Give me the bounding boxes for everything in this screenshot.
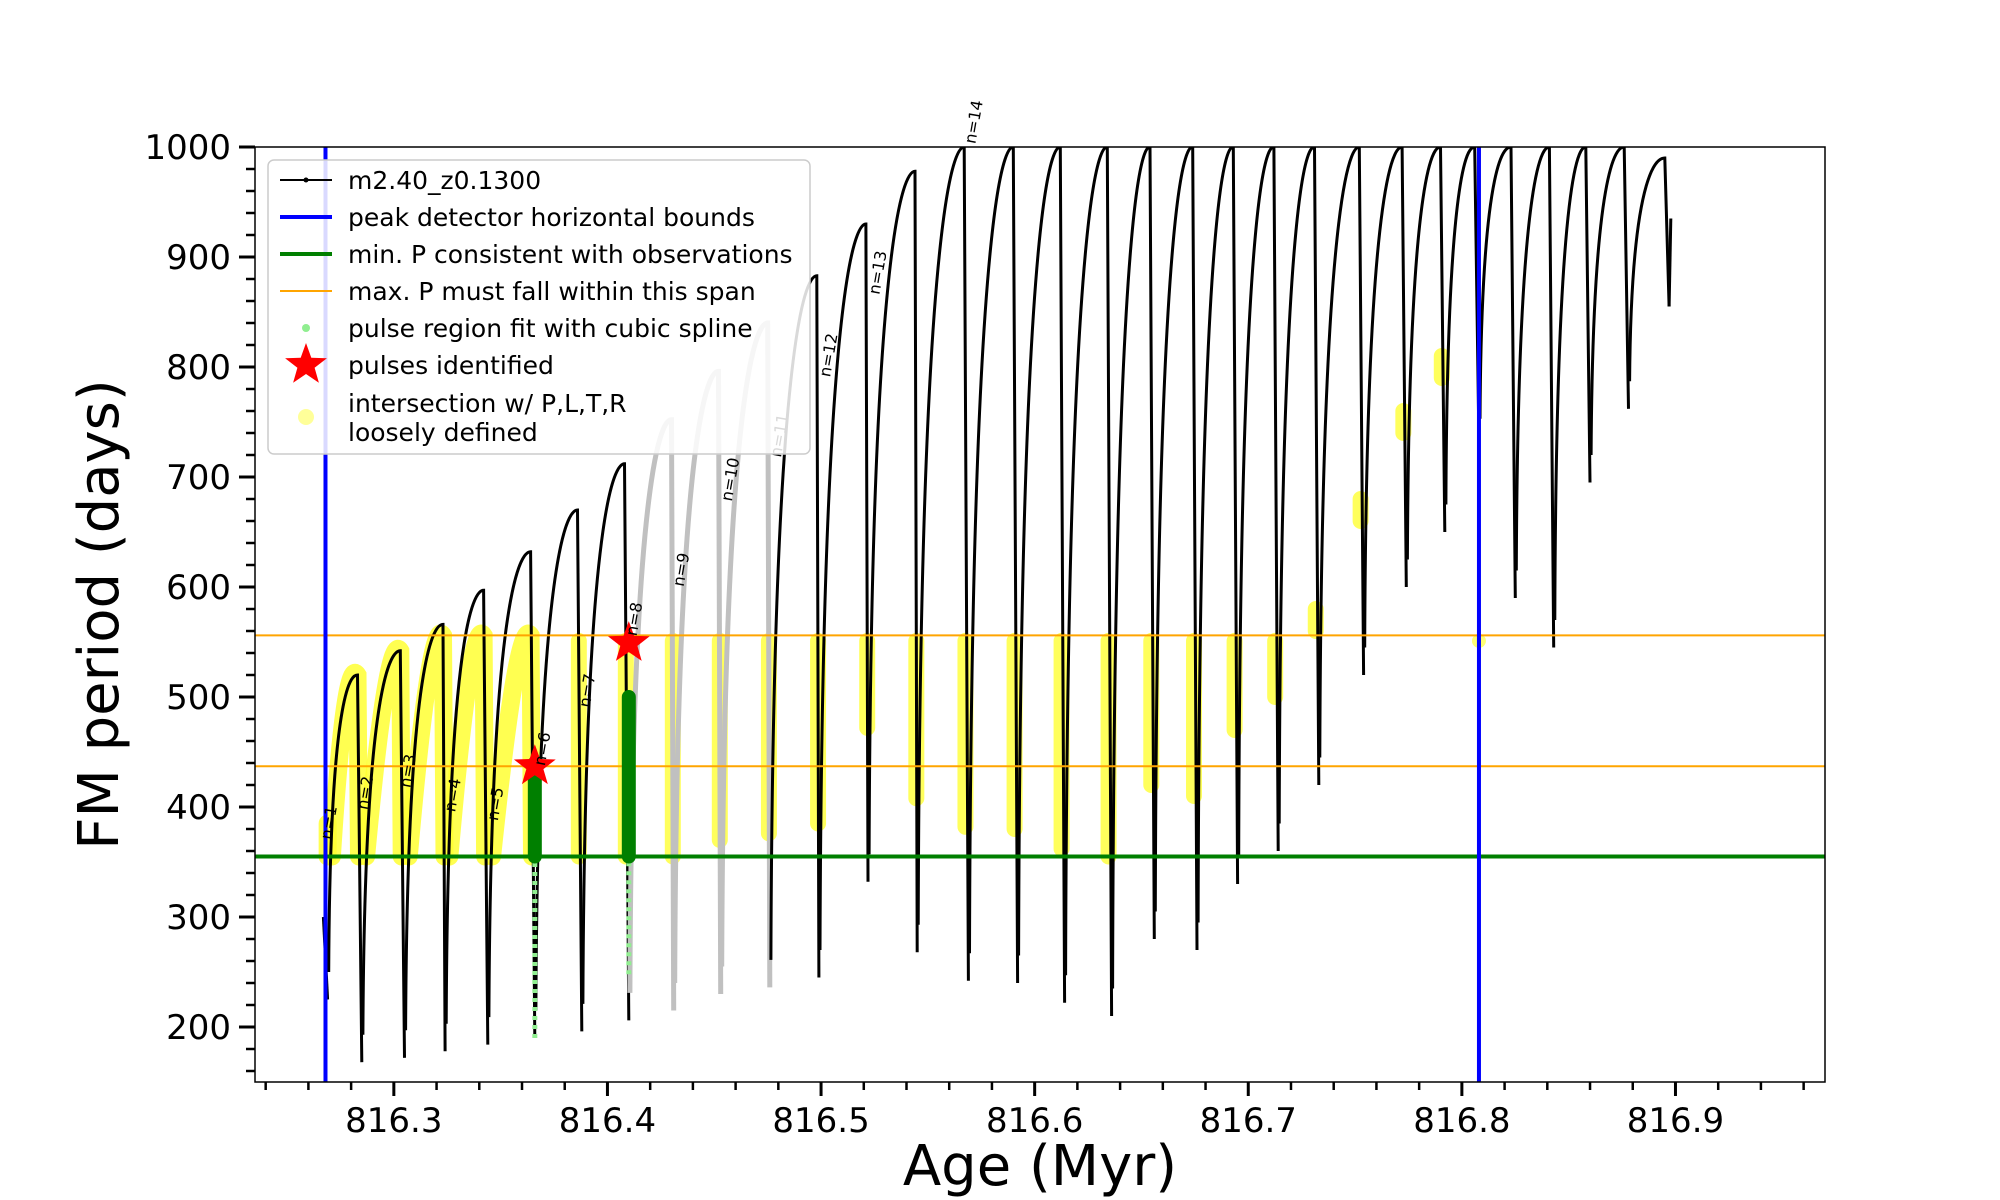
period-track-segment <box>327 673 364 1063</box>
legend-label: min. P consistent with observations <box>348 240 793 269</box>
x-axis-label: Age (Myr) <box>903 1134 1177 1199</box>
spline-fit-layer <box>527 690 636 1038</box>
y-tick-label: 700 <box>166 458 231 498</box>
legend-label: m2.40_z0.1300 <box>348 166 541 195</box>
period-track-segment <box>581 462 631 1021</box>
legend-label: pulses identified <box>348 351 554 380</box>
axes-layer: 816.3 816.4 816.5 816.6 816.7 816.8 816.9 200 30… <box>144 128 1805 1141</box>
y-axis-label: FM period (days) <box>67 379 132 849</box>
plot-frame <box>254 146 1826 1083</box>
y-tick-label: 200 <box>166 1008 231 1048</box>
period-track-segment <box>916 147 970 981</box>
pulses-identified-layer <box>513 621 650 785</box>
period-track-segment <box>1153 147 1199 951</box>
legend-label: max. P must fall within this span <box>348 277 756 306</box>
legend-handle <box>298 409 314 425</box>
period-track-segment <box>1628 156 1671 382</box>
period-track-segment <box>1589 147 1630 456</box>
pulse-identified-star <box>607 621 650 661</box>
period-track-segment <box>1363 147 1408 648</box>
legend-label: peak detector horizontal bounds <box>348 203 755 232</box>
period-track-segment <box>968 147 1020 984</box>
period-track-segment <box>1196 147 1240 923</box>
x-tick-label: 816.6 <box>986 1101 1083 1141</box>
period-track-segment <box>1277 147 1321 824</box>
y-tick-label: 600 <box>166 568 231 608</box>
period-track-segment <box>1478 147 1517 599</box>
intersection-marker <box>357 640 411 866</box>
legend-item: max. P must fall within this span <box>280 277 756 306</box>
period-track-segment <box>361 649 406 1058</box>
x-tick-label: 816.3 <box>345 1101 442 1141</box>
legend-item: pulses identified <box>285 343 554 383</box>
period-track-layer <box>321 147 1673 1063</box>
period-track-segment <box>1553 147 1592 621</box>
reference-lines-layer <box>255 634 1825 859</box>
legend-item: m2.40_z0.1300 <box>280 166 541 195</box>
legend-label: loosely defined <box>348 418 538 447</box>
y-tick-label: 800 <box>166 348 231 388</box>
period-track-segment <box>1017 147 1067 1003</box>
period-track-segment <box>1318 147 1366 758</box>
period-track-segment <box>1514 147 1556 648</box>
x-tick-label: 816.8 <box>1413 1101 1510 1141</box>
intersection-marker <box>440 624 495 866</box>
intersection-marker <box>322 664 368 866</box>
period-track-segment <box>867 169 919 953</box>
period-track-segment <box>1444 147 1481 505</box>
y-tick-label: 900 <box>166 238 231 278</box>
legend-label: intersection w/ P,L,T,R <box>348 389 627 418</box>
pulse-label: n=14 <box>961 99 987 146</box>
pulse-identified-star <box>513 744 556 785</box>
legend-item: min. P consistent with observations <box>280 240 793 269</box>
period-track-segment <box>404 622 447 1052</box>
x-tick-label: 816.7 <box>1200 1101 1297 1141</box>
legend-handle <box>302 324 310 332</box>
y-tick-label: 500 <box>166 678 231 718</box>
legend-item: peak detector horizontal bounds <box>280 203 755 232</box>
x-tick-label: 816.5 <box>772 1101 869 1141</box>
y-tick-label: 1000 <box>144 128 231 168</box>
period-track-segment <box>487 550 537 1039</box>
intersection-marker <box>399 624 454 866</box>
legend-box <box>267 159 811 455</box>
intersection-marker <box>483 624 541 866</box>
x-tick-label: 816.9 <box>1627 1101 1724 1141</box>
y-tick-label: 300 <box>166 898 231 938</box>
period-track-segment <box>1064 147 1114 1017</box>
period-track-segment <box>1237 147 1280 857</box>
legend-item: pulse region fit with cubic spline <box>302 314 753 343</box>
legend-handle <box>285 343 327 383</box>
legend-label: pulse region fit with cubic spline <box>348 314 753 343</box>
y-tick-label: 400 <box>166 788 231 828</box>
period-track-segment <box>444 588 490 1045</box>
period-track-segment <box>1111 147 1156 989</box>
period-track-segment <box>1667 218 1673 307</box>
period-track-segment <box>818 222 870 951</box>
legend-handle-marker <box>303 177 309 183</box>
x-tick-label: 816.4 <box>559 1101 656 1141</box>
